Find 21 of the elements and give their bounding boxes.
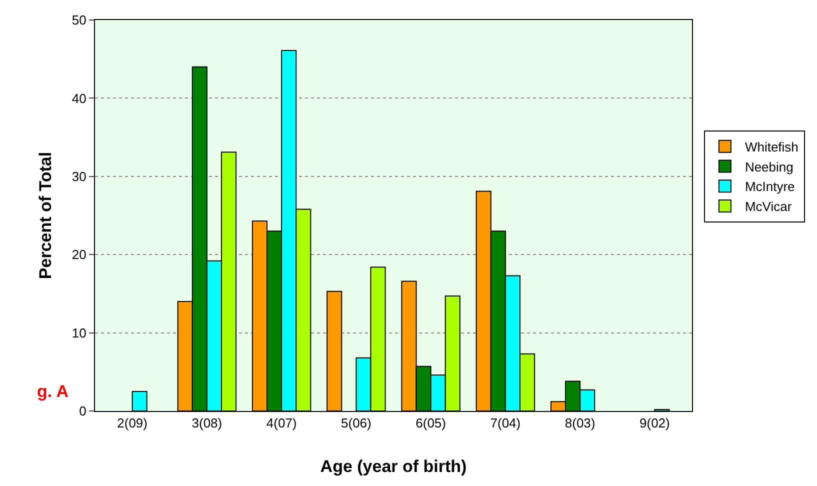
x-tick-label: 5(06) <box>341 416 372 431</box>
x-tick-label: 7(04) <box>490 416 521 431</box>
y-tick-label: 10 <box>72 325 86 340</box>
x-tick-label: 9(02) <box>640 416 670 431</box>
y-tick-label: 0 <box>79 404 86 419</box>
y-tick-label: 20 <box>72 247 86 262</box>
legend-label: Neebing <box>744 159 794 174</box>
text: g. A <box>37 382 68 401</box>
x-axis-title: Age (year of birth) <box>320 457 467 476</box>
legend-label: McVicar <box>744 199 792 214</box>
legend-label: Whitefish <box>744 139 798 154</box>
x-tick-label: 8(03) <box>564 416 596 431</box>
legend-label: McIntyre <box>744 179 795 194</box>
y-tick-label: 30 <box>72 168 86 184</box>
x-tick-label: 6(05) <box>416 416 446 431</box>
y-tick-label: 40 <box>72 90 86 106</box>
x-tick-label: 2(09) <box>117 416 148 431</box>
y-tick-label: 50 <box>72 12 86 28</box>
x-tick-label: 3(08) <box>192 416 222 431</box>
y-axis-title: Percent of Total <box>36 152 55 280</box>
x-tick-label: 4(07) <box>266 416 297 431</box>
